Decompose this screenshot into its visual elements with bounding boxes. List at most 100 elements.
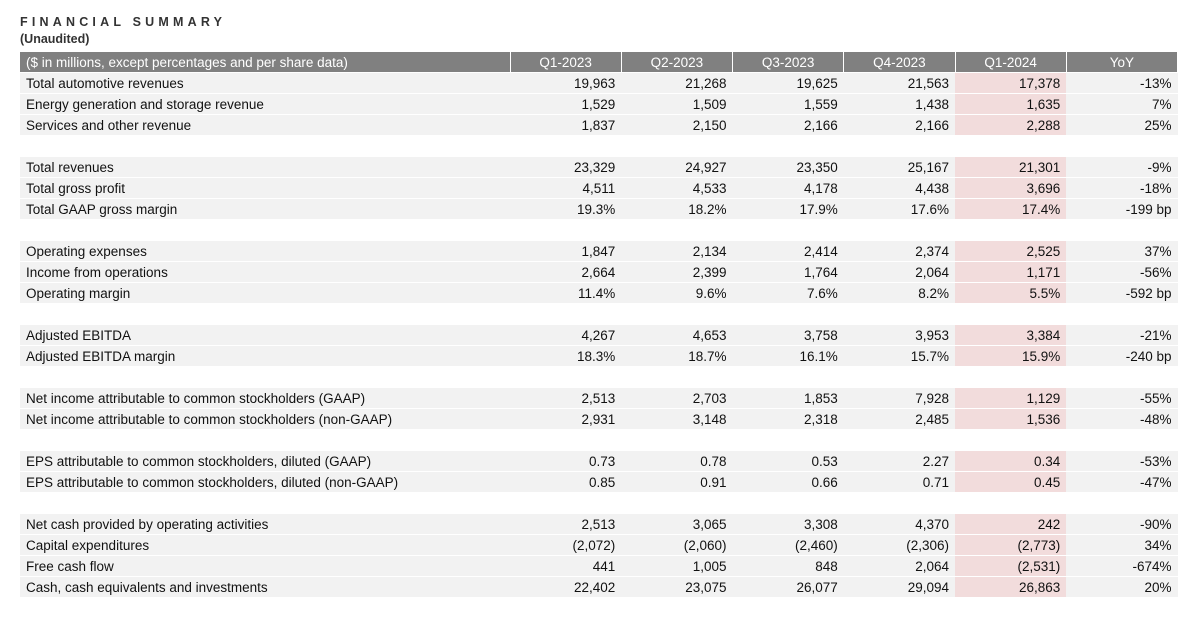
subtitle: (Unaudited) xyxy=(20,32,90,46)
cell: 5.5% xyxy=(955,282,1067,304)
cell: 1,005 xyxy=(621,555,733,577)
data-row: Operating expenses 1,847 2,134 2,414 2,374 2,… xyxy=(20,240,1178,262)
row-label: Total gross profit xyxy=(20,177,510,199)
cell: 3,065 xyxy=(621,513,733,535)
cell: 1,559 xyxy=(732,93,844,115)
cell: 25,167 xyxy=(843,156,955,178)
cell: 2,513 xyxy=(510,513,622,535)
data-row: Net income attributable to common stockh… xyxy=(20,387,1178,409)
cell: 3,148 xyxy=(621,408,733,430)
cell: (2,306) xyxy=(843,534,955,556)
cell: 11.4% xyxy=(510,282,622,304)
cell: -9% xyxy=(1066,156,1178,178)
cell: 1,129 xyxy=(955,387,1067,409)
spacer xyxy=(20,135,1178,157)
spacer-row xyxy=(20,429,1178,451)
cell: 7% xyxy=(1066,93,1178,115)
cell: 1,847 xyxy=(510,240,622,262)
cell: 17.4% xyxy=(955,198,1067,220)
cell: -674% xyxy=(1066,555,1178,577)
title: FINANCIAL SUMMARY xyxy=(20,15,227,29)
cell: 2,513 xyxy=(510,387,622,409)
data-row: Adjusted EBITDA margin 18.3% 18.7% 16.1% 15.… xyxy=(20,345,1178,367)
cell: (2,460) xyxy=(732,534,844,556)
column-header: Q1-2024 xyxy=(955,52,1067,73)
data-row: Total revenues 23,329 24,927 23,350 25,167 21… xyxy=(20,156,1178,178)
cell: 1,438 xyxy=(843,93,955,115)
cell: 16.1% xyxy=(732,345,844,367)
cell: 21,301 xyxy=(955,156,1067,178)
summary-table: ($ in millions, except percentages and p… xyxy=(20,52,1179,598)
cell: -199 bp xyxy=(1066,198,1178,220)
row-label: Services and other revenue xyxy=(20,114,510,136)
row-label: Total automotive revenues xyxy=(20,72,510,94)
data-row: Total automotive revenues 19,963 21,268 19,… xyxy=(20,72,1178,94)
cell: 0.45 xyxy=(955,471,1067,493)
cell: -48% xyxy=(1066,408,1178,430)
cell: 19,625 xyxy=(732,72,844,94)
cell: 4,533 xyxy=(621,177,733,199)
cell: -56% xyxy=(1066,261,1178,283)
row-label: Net income attributable to common stockh… xyxy=(20,387,510,409)
data-row: Net cash provided by operating activitie… xyxy=(20,513,1178,535)
cell: 19.3% xyxy=(510,198,622,220)
cell: 3,308 xyxy=(732,513,844,535)
cell: -13% xyxy=(1066,72,1178,94)
cell: -21% xyxy=(1066,324,1178,346)
cell: 18.3% xyxy=(510,345,622,367)
column-header: ($ in millions, except percentages and p… xyxy=(20,52,511,73)
cell: 4,370 xyxy=(843,513,955,535)
cell: (2,773) xyxy=(955,534,1067,556)
cell: (2,072) xyxy=(510,534,622,556)
cell: 848 xyxy=(732,555,844,577)
cell: 20% xyxy=(1066,576,1178,598)
spacer xyxy=(20,492,1178,514)
cell: 1,837 xyxy=(510,114,622,136)
cell: 22,402 xyxy=(510,576,622,598)
cell: 9.6% xyxy=(621,282,733,304)
data-row: Free cash flow 441 1,005 848 2,064 (2,531) -67… xyxy=(20,555,1178,577)
cell: 4,267 xyxy=(510,324,622,346)
data-row: EPS attributable to common stockholders,… xyxy=(20,450,1178,472)
cell: 7.6% xyxy=(732,282,844,304)
column-header: Q2-2023 xyxy=(621,52,734,73)
cell: 0.66 xyxy=(732,471,844,493)
data-row: Energy generation and storage revenue 1,5… xyxy=(20,93,1178,115)
cell: 2,150 xyxy=(621,114,733,136)
cell: 8.2% xyxy=(843,282,955,304)
cell: 24,927 xyxy=(621,156,733,178)
cell: 1,853 xyxy=(732,387,844,409)
spacer-row xyxy=(20,303,1178,325)
cell: -90% xyxy=(1066,513,1178,535)
cell: 2,414 xyxy=(732,240,844,262)
data-row: Adjusted EBITDA 4,267 4,653 3,758 3,953 3,384… xyxy=(20,324,1178,346)
data-row: Income from operations 2,664 2,399 1,764 2,0… xyxy=(20,261,1178,283)
data-row: Cash, cash equivalents and investments 22… xyxy=(20,576,1178,598)
cell: 2,931 xyxy=(510,408,622,430)
cell: 15.7% xyxy=(843,345,955,367)
row-label: Free cash flow xyxy=(20,555,510,577)
cell: 15.9% xyxy=(955,345,1067,367)
cell: 25% xyxy=(1066,114,1178,136)
cell: 2,703 xyxy=(621,387,733,409)
cell: 17.6% xyxy=(843,198,955,220)
cell: 21,268 xyxy=(621,72,733,94)
cell: 1,764 xyxy=(732,261,844,283)
cell: 2,166 xyxy=(843,114,955,136)
cell: 0.91 xyxy=(621,471,733,493)
cell: 18.7% xyxy=(621,345,733,367)
cell: 0.34 xyxy=(955,450,1067,472)
cell: 7,928 xyxy=(843,387,955,409)
cell: -18% xyxy=(1066,177,1178,199)
cell: 2,664 xyxy=(510,261,622,283)
cell: (2,060) xyxy=(621,534,733,556)
spacer-row xyxy=(20,366,1178,388)
row-label: Operating margin xyxy=(20,282,510,304)
cell: 2,064 xyxy=(843,555,955,577)
cell: 26,863 xyxy=(955,576,1067,598)
cell: 29,094 xyxy=(843,576,955,598)
cell: (2,531) xyxy=(955,555,1067,577)
cell: 26,077 xyxy=(732,576,844,598)
cell: 2.27 xyxy=(843,450,955,472)
